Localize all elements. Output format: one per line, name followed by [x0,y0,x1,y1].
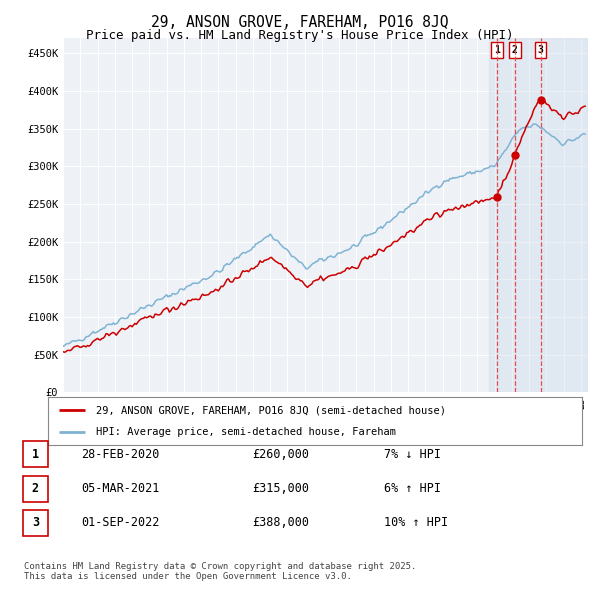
Text: 3: 3 [538,45,544,55]
Text: 3: 3 [32,516,39,529]
Text: 29, ANSON GROVE, FAREHAM, PO16 8JQ: 29, ANSON GROVE, FAREHAM, PO16 8JQ [151,15,449,30]
Text: 29, ANSON GROVE, FAREHAM, PO16 8JQ (semi-detached house): 29, ANSON GROVE, FAREHAM, PO16 8JQ (semi… [96,405,446,415]
Text: Contains HM Land Registry data © Crown copyright and database right 2025.
This d: Contains HM Land Registry data © Crown c… [24,562,416,581]
Text: 7% ↓ HPI: 7% ↓ HPI [384,448,441,461]
Bar [489,38,587,392]
Text: 2: 2 [32,482,39,495]
Text: 05-MAR-2021: 05-MAR-2021 [81,482,160,495]
Text: 10% ↑ HPI: 10% ↑ HPI [384,516,448,529]
Text: HPI: Average price, semi-detached house, Fareham: HPI: Average price, semi-detached house,… [96,427,396,437]
Text: 28-FEB-2020: 28-FEB-2020 [81,448,160,461]
Text: 1: 1 [494,45,500,55]
Text: £260,000: £260,000 [252,448,309,461]
Text: 1: 1 [32,448,39,461]
Text: 6% ↑ HPI: 6% ↑ HPI [384,482,441,495]
Text: 2: 2 [512,45,518,55]
Text: Price paid vs. HM Land Registry's House Price Index (HPI): Price paid vs. HM Land Registry's House … [86,30,514,42]
Text: £388,000: £388,000 [252,516,309,529]
Text: £315,000: £315,000 [252,482,309,495]
Text: 01-SEP-2022: 01-SEP-2022 [81,516,160,529]
